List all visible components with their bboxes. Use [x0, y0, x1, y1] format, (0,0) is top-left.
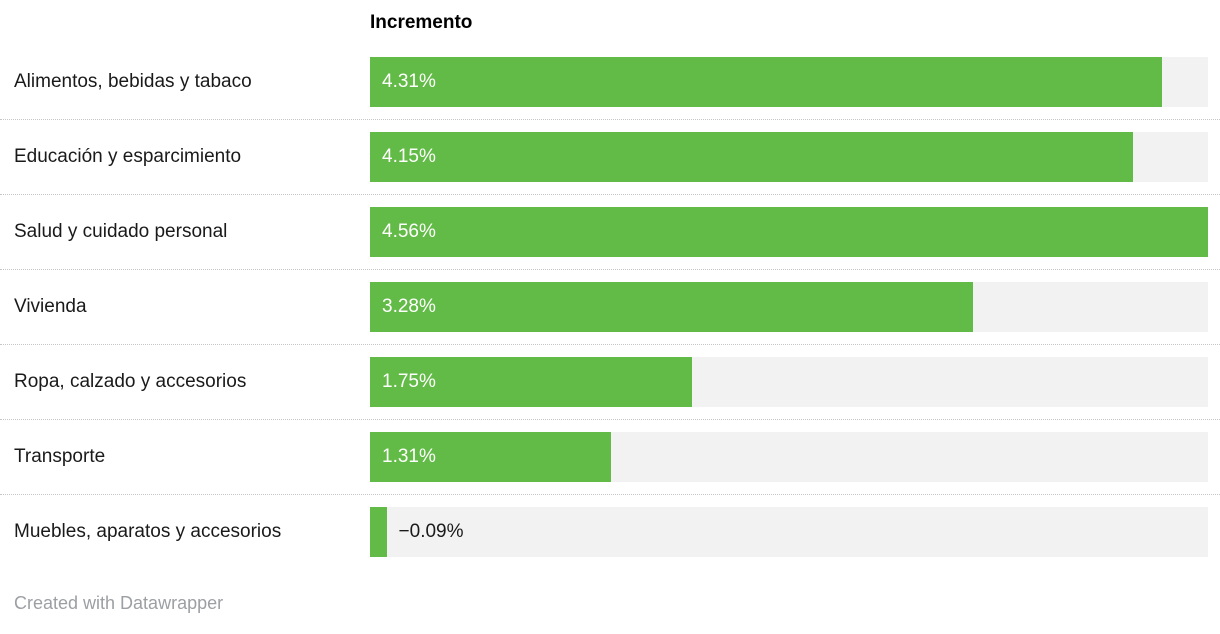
value-label: 4.15% [382, 146, 436, 167]
value-label: 1.75% [382, 371, 436, 392]
bar-track: −0.09% [370, 507, 1208, 557]
bar: 3.28% [370, 282, 973, 332]
category-label: Salud y cuidado personal [14, 221, 228, 242]
bar: 4.31% [370, 56, 1163, 107]
category-label: Educación y esparcimiento [14, 146, 242, 167]
table-row: Transporte 1.31% [0, 419, 1220, 494]
table-row: Muebles, aparatos y accesorios −0.09% [0, 494, 1220, 569]
bar-track: 1.75% [370, 357, 1208, 407]
column-header-row: Incremento [0, 12, 1220, 34]
column-header: Incremento [370, 12, 473, 33]
bar-track: 4.56% [370, 207, 1208, 257]
bar [370, 507, 387, 557]
category-label: Alimentos, bebidas y tabaco [14, 70, 252, 92]
value-label: 4.56% [382, 221, 436, 242]
table-row: Salud y cuidado personal 4.56% [0, 194, 1220, 269]
label-column-spacer [14, 12, 370, 34]
bar-track: 3.28% [370, 282, 1208, 332]
value-label: 3.28% [382, 296, 436, 317]
datawrapper-credit[interactable]: Created with Datawrapper [14, 593, 224, 613]
bar-track: 4.15% [370, 132, 1208, 182]
table-row: Educación y esparcimiento 4.15% [0, 119, 1220, 194]
bar-track: 4.31% [370, 56, 1208, 107]
table-row: Ropa, calzado y accesorios 1.75% [0, 344, 1220, 419]
chart-rows: Alimentos, bebidas y tabaco 4.31% Educació… [0, 44, 1220, 569]
table-row: Vivienda 3.28% [0, 269, 1220, 344]
bar: 4.56% [370, 207, 1208, 257]
bar: 1.75% [370, 357, 692, 407]
category-label: Transporte [14, 446, 106, 467]
value-label: −0.09% [398, 521, 464, 542]
value-label: 1.31% [382, 446, 436, 467]
bar-track: 1.31% [370, 432, 1208, 482]
value-label: 4.31% [382, 70, 436, 92]
category-label: Vivienda [14, 296, 87, 317]
bar: 4.15% [370, 132, 1133, 182]
bar: 1.31% [370, 432, 611, 482]
bar-chart: Incremento Alimentos, bebidas y tabaco 4.… [0, 12, 1220, 613]
table-row: Alimentos, bebidas y tabaco 4.31% [0, 44, 1220, 119]
category-label: Muebles, aparatos y accesorios [14, 521, 282, 542]
category-label: Ropa, calzado y accesorios [14, 371, 247, 392]
